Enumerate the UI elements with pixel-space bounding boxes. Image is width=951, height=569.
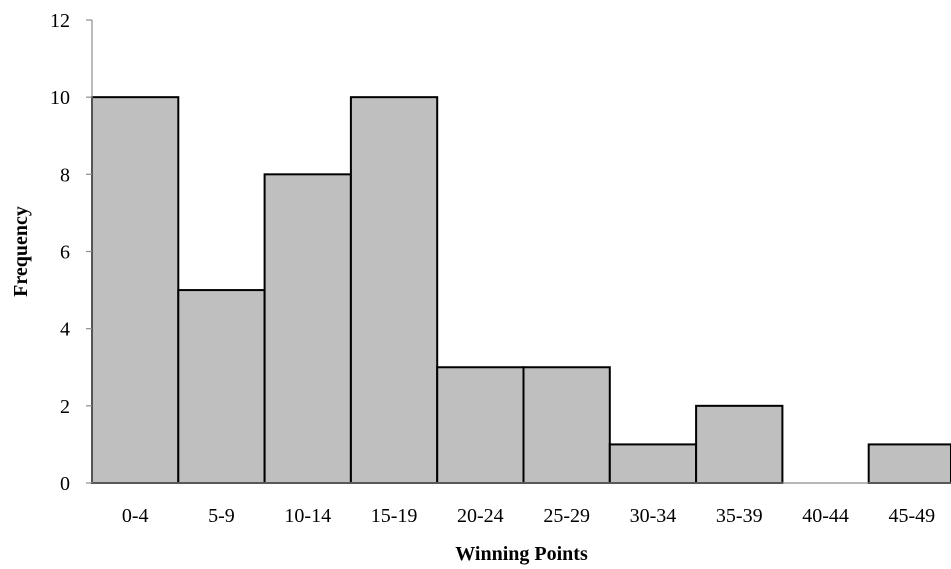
x-ticks-group: 0-4 5-9 10-14 15-19 20-24 25-29 30-34 35-39 40-4… (122, 505, 935, 527)
y-tick-label: 10 (50, 87, 70, 109)
x-tick-label: 0-4 (122, 505, 149, 527)
y-tick-label: 0 (60, 473, 70, 495)
x-tick-label: 10-14 (284, 505, 331, 527)
y-tick-label: 8 (60, 164, 70, 186)
x-tick-label: 15-19 (371, 505, 418, 527)
bar-35-39 (695, 404, 784, 485)
x-tick-label: 5-9 (208, 505, 235, 527)
x-tick-label: 35-39 (716, 505, 763, 527)
bar-15-19 (349, 96, 439, 485)
bar-0-4 (91, 96, 180, 485)
bar-20-24 (436, 366, 525, 484)
x-tick-label: 40-44 (802, 505, 849, 527)
x-tick-label: 45-49 (889, 505, 936, 527)
y-tick-label: 4 (60, 319, 70, 341)
bar-25-29 (522, 366, 611, 484)
bars-group (91, 96, 951, 485)
bar-5-9 (177, 289, 266, 485)
x-tick-label: 25-29 (543, 505, 590, 527)
y-tick-label: 2 (60, 396, 70, 418)
y-tick-label: 12 (50, 10, 70, 32)
x-tick-label: 20-24 (457, 505, 504, 527)
bar-45-49 (867, 443, 951, 484)
y-ticks-group: 0 2 4 6 8 10 12 (50, 10, 92, 495)
x-tick-label: 30-34 (630, 505, 677, 527)
x-axis-title: Winning Points (455, 543, 588, 565)
bar-10-14 (263, 173, 352, 484)
y-tick-label: 6 (60, 242, 70, 264)
y-axis-title: Frequency (10, 206, 32, 297)
bar-30-34 (608, 443, 698, 484)
